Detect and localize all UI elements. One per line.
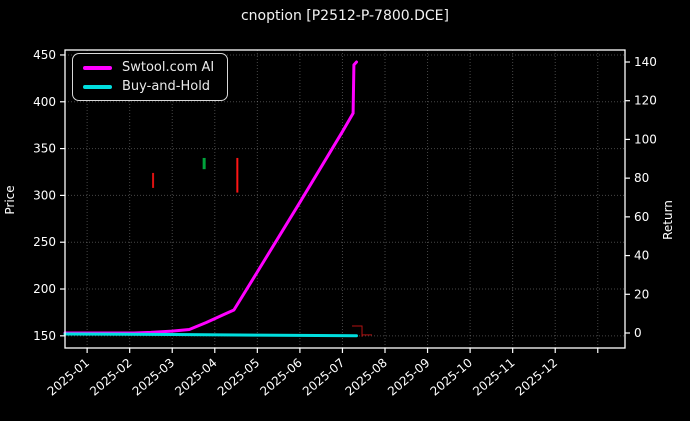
right-tick-label: 140: [634, 55, 657, 69]
x-tick-label: 2025-07: [300, 356, 347, 399]
legend-label: Buy-and-Hold: [122, 79, 211, 94]
x-tick-label: 2025-01: [45, 356, 92, 399]
legend-swatch-icon: [83, 65, 112, 70]
x-tick-label: 2025-02: [87, 356, 134, 399]
left-tick-label: 250: [33, 235, 56, 249]
x-tick-label: 2025-11: [470, 356, 517, 399]
left-tick-label: 200: [33, 282, 56, 296]
right-axis-ticks: 0 20 40 60 80 100 120 140: [625, 55, 657, 340]
left-tick-label: 400: [33, 95, 56, 109]
legend-label: Swtool.com AI: [122, 60, 215, 75]
right-tick-label: 100: [634, 132, 657, 146]
legend-item-0: Swtool.com AI: [83, 60, 214, 75]
right-tick-label: 60: [634, 210, 649, 224]
left-axis-title: Price: [3, 185, 17, 214]
right-tick-label: 0: [634, 326, 642, 340]
left-tick-label: 300: [33, 188, 56, 202]
x-axis-ticks: 2025-012025-022025-032025-042025-052025-…: [45, 348, 599, 399]
right-tick-label: 40: [634, 249, 649, 263]
legend: Swtool.com AI Buy-and-Hold: [72, 53, 229, 101]
left-axis-ticks: 150 200 250 300 350 400 450: [33, 48, 65, 343]
x-tick-label: 2025-03: [130, 356, 177, 399]
x-tick-label: 2025-12: [513, 356, 560, 399]
x-tick-label: 2025-09: [385, 356, 432, 399]
x-tick-label: 2025-08: [343, 356, 390, 399]
right-axis-title: Return: [661, 200, 675, 240]
series-line-1: [63, 332, 358, 338]
legend-item-1: Buy-and-Hold: [83, 79, 214, 94]
series-line-0: [63, 60, 358, 335]
x-tick-label: 2025-06: [257, 356, 304, 399]
right-tick-label: 120: [634, 94, 657, 108]
left-tick-label: 350: [33, 142, 56, 156]
right-tick-label: 80: [634, 171, 649, 185]
left-tick-label: 150: [33, 329, 56, 343]
legend-swatch-icon: [83, 84, 112, 89]
x-tick-label: 2025-05: [215, 356, 262, 399]
plot-border: [64, 49, 626, 349]
chart-title: cnoption [P2512-P-7800.DCE]: [240, 8, 449, 24]
right-tick-label: 20: [634, 287, 649, 301]
x-tick-label: 2025-10: [428, 356, 475, 399]
x-tick-label: 2025-04: [172, 356, 219, 399]
candlesticks: [152, 157, 373, 337]
left-tick-label: 450: [33, 48, 56, 62]
